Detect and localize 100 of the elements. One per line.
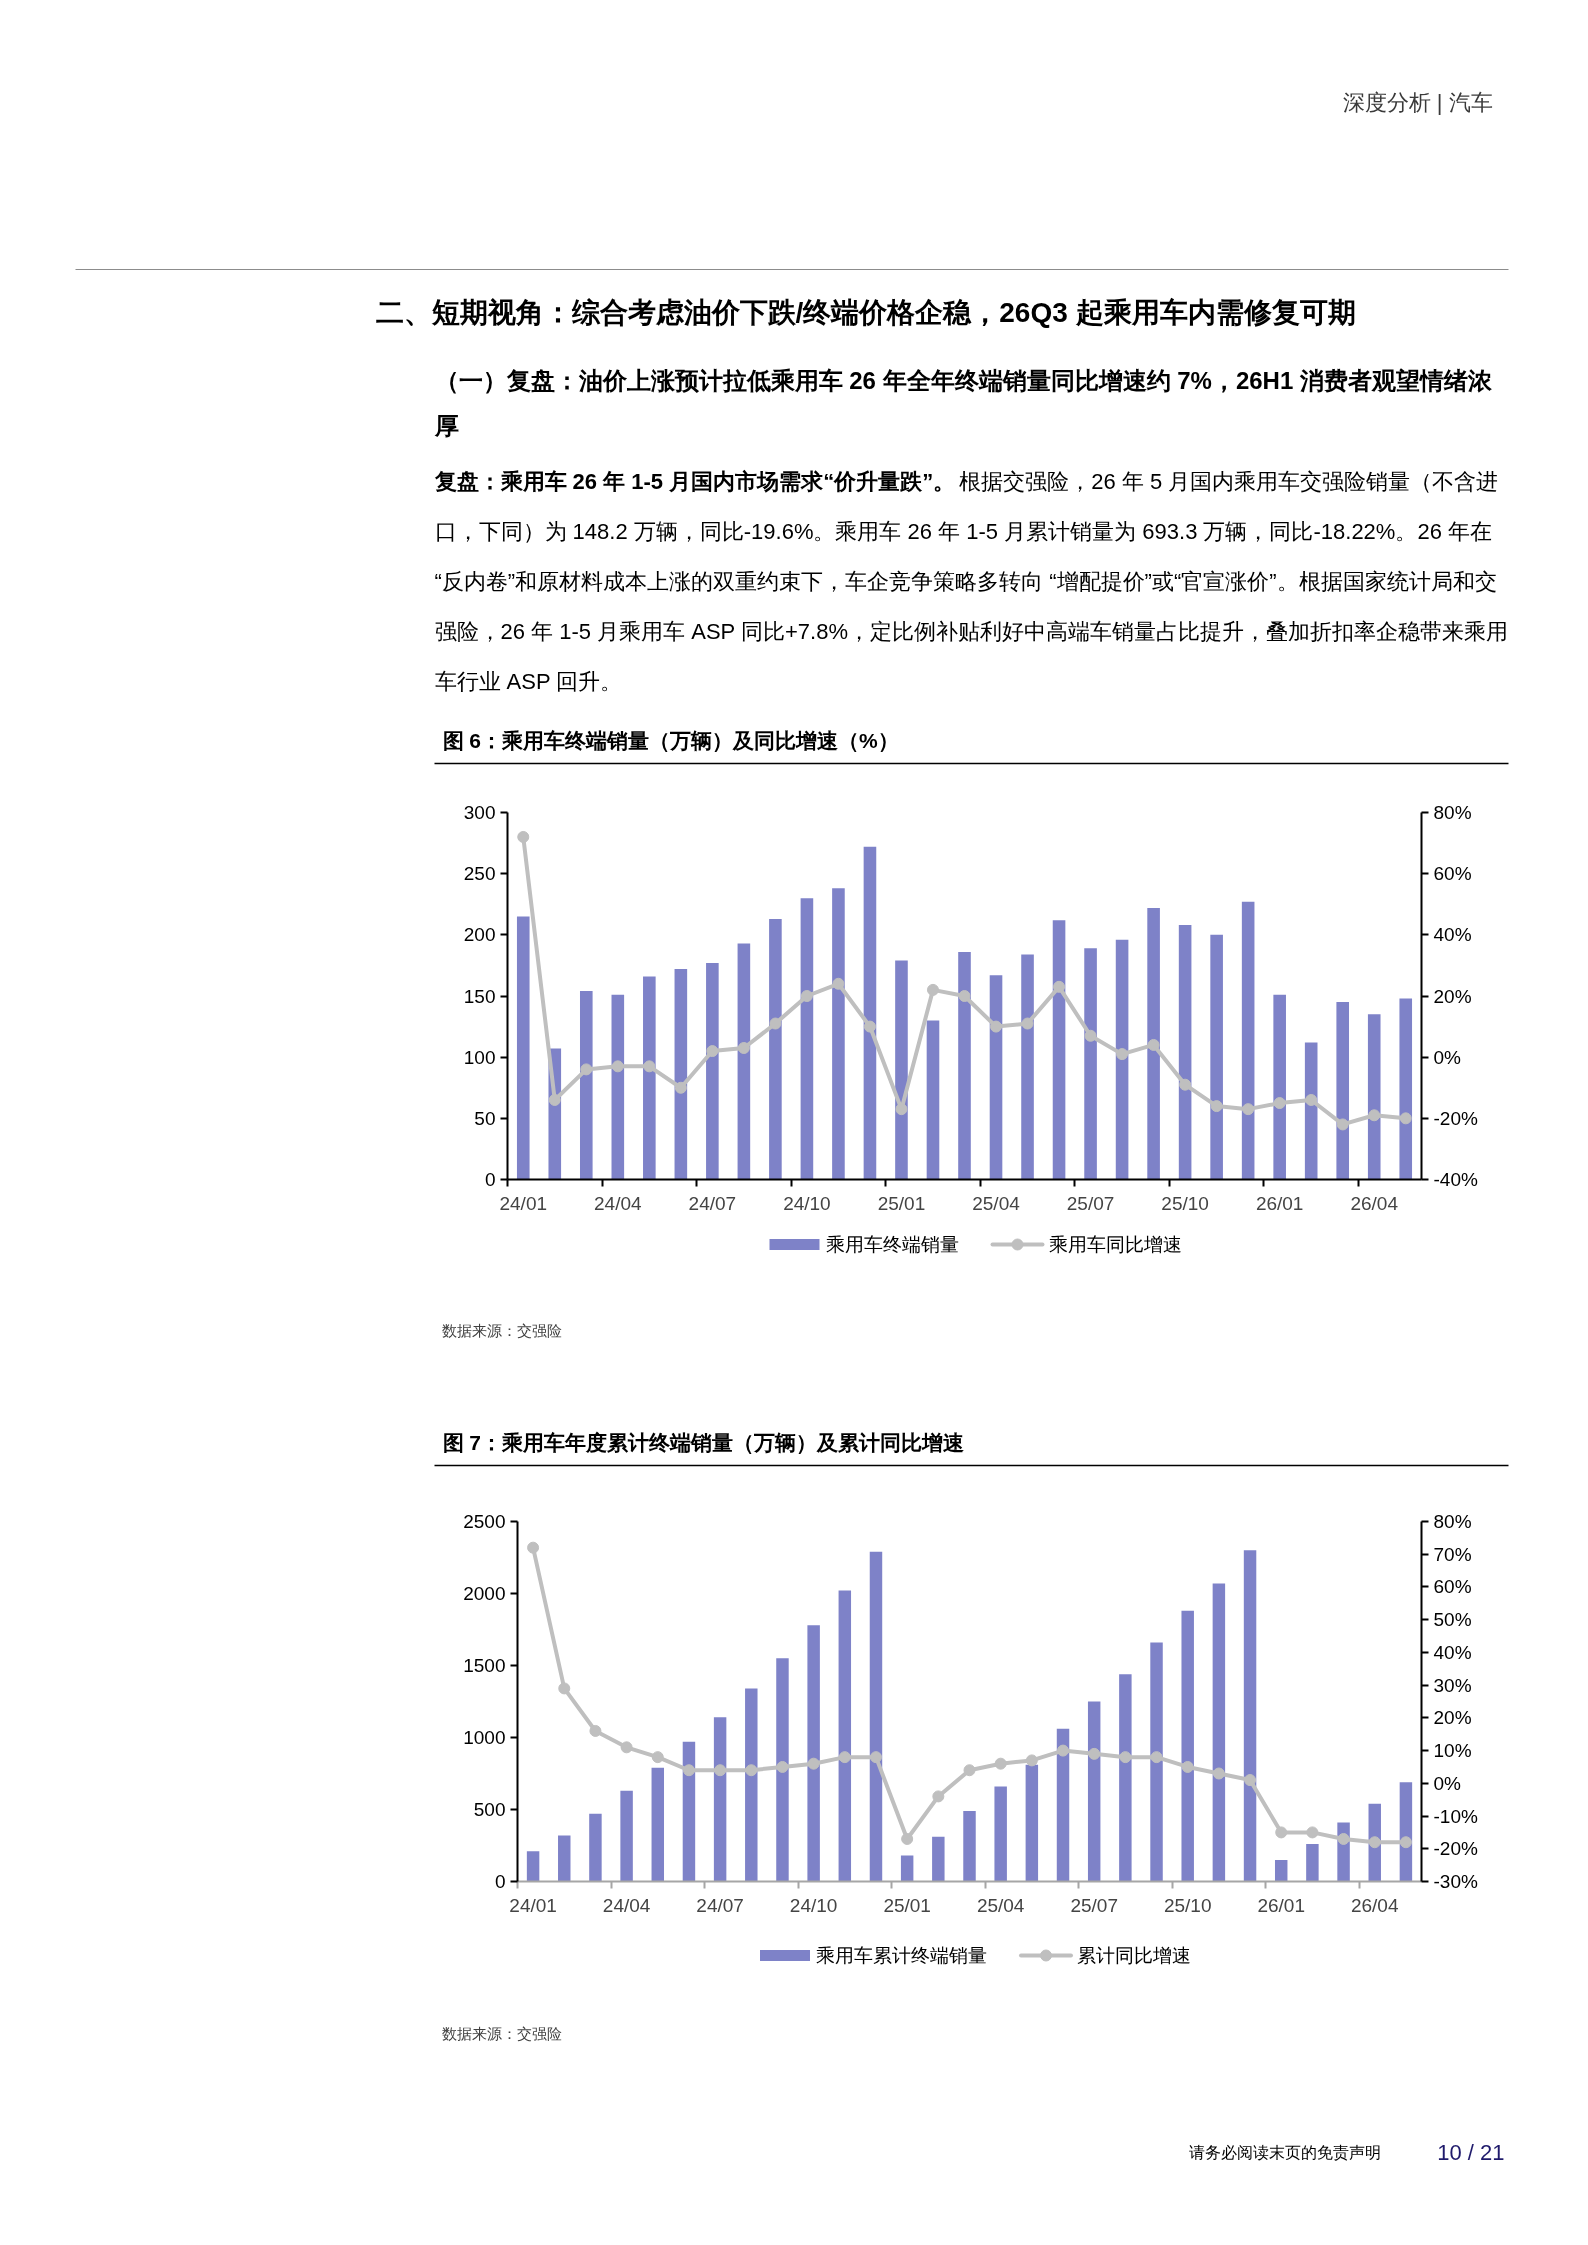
y-tick-label: 50 <box>474 1107 496 1129</box>
point <box>1305 1093 1318 1106</box>
y2-tick-label: 10% <box>1433 1740 1472 1762</box>
point <box>1150 1751 1163 1764</box>
bar <box>1273 994 1286 1180</box>
bar <box>1181 1610 1194 1882</box>
y-tick-label: 150 <box>463 985 496 1007</box>
x-tick-label: 24/04 <box>594 1192 643 1214</box>
legend-label: 累计同比增速 <box>1077 1945 1191 1966</box>
bar <box>1306 1844 1319 1882</box>
y2-tick-label: 30% <box>1433 1674 1472 1696</box>
point <box>769 1017 782 1030</box>
x-tick-label: 24/07 <box>688 1192 737 1214</box>
bar <box>643 976 656 1180</box>
bar <box>900 1855 914 1882</box>
point <box>651 1751 664 1764</box>
y2-tick-label: 60% <box>1433 1576 1472 1598</box>
bar <box>1150 1642 1163 1882</box>
legend-label: 乘用车累计终端销量 <box>816 1945 987 1966</box>
bar <box>682 1741 696 1882</box>
point <box>548 1093 561 1106</box>
x-tick-label: 25/10 <box>1161 1192 1209 1214</box>
y-tick-label: 500 <box>473 1799 506 1820</box>
point <box>1053 980 1066 993</box>
point <box>832 977 845 990</box>
y2-tick-label: 80% <box>1433 802 1472 823</box>
bar <box>895 960 908 1180</box>
bar <box>1119 1674 1132 1882</box>
point <box>926 983 939 996</box>
point <box>958 990 971 1002</box>
bar <box>620 1790 633 1882</box>
point <box>737 1042 750 1054</box>
y-tick-label: 2000 <box>463 1583 506 1604</box>
point <box>963 1764 976 1777</box>
y2-tick-label: 40% <box>1433 1641 1472 1663</box>
bar <box>1304 1042 1318 1180</box>
point <box>745 1764 758 1777</box>
legend-label: 乘用车同比增速 <box>1048 1234 1182 1255</box>
point <box>869 1751 882 1764</box>
point <box>1181 1760 1194 1773</box>
point <box>1244 1774 1257 1787</box>
bar <box>1243 1550 1257 1882</box>
bar <box>869 1551 883 1882</box>
bar <box>963 1810 976 1882</box>
bar <box>526 1851 540 1882</box>
point <box>838 1751 851 1764</box>
bar <box>1021 954 1034 1180</box>
x-tick-label: 25/04 <box>972 1192 1021 1214</box>
point <box>620 1741 633 1754</box>
text: 请务必阅读末页的免责声明 <box>1188 2144 1381 2161</box>
bar <box>1241 901 1255 1180</box>
point <box>1084 1029 1097 1042</box>
y2-tick-label: 60% <box>1433 863 1472 885</box>
legend-label: 乘用车终端销量 <box>825 1234 959 1255</box>
x-tick-label: 25/01 <box>877 1192 926 1214</box>
bar <box>776 1658 789 1882</box>
chart-title: 图 6：乘用车终端销量（万辆）及同比增速（%） <box>442 729 899 752</box>
point <box>643 1060 656 1073</box>
y2-tick-label: 0% <box>1433 1772 1462 1794</box>
point <box>1025 1754 1038 1767</box>
y-tick-label: 0 <box>494 1871 506 1892</box>
bar <box>611 994 625 1180</box>
x-tick-label: 25/04 <box>976 1894 1025 1916</box>
point <box>1212 1767 1225 1780</box>
bar <box>745 1688 758 1882</box>
bar <box>932 1836 945 1882</box>
point <box>776 1760 789 1773</box>
bar <box>1115 939 1129 1180</box>
bar <box>579 991 593 1180</box>
x-tick-label: 25/07 <box>1066 1192 1115 1214</box>
y2-tick-label: -20% <box>1433 1107 1478 1129</box>
point <box>714 1764 727 1777</box>
x-tick-label: 26/01 <box>1257 1894 1305 1916</box>
bar <box>807 1625 820 1882</box>
y-tick-label: 1500 <box>463 1655 506 1676</box>
y-tick-label: 1000 <box>463 1727 506 1748</box>
bar <box>1399 998 1413 1180</box>
y2-tick-label: 80% <box>1433 1511 1472 1532</box>
point <box>558 1682 571 1695</box>
bar <box>737 943 751 1180</box>
x-tick-label: 26/04 <box>1350 1192 1399 1214</box>
bar <box>589 1813 602 1882</box>
bar <box>1056 1728 1070 1882</box>
bar <box>516 916 530 1180</box>
bar <box>651 1767 665 1882</box>
y2-tick-label: 50% <box>1433 1609 1472 1631</box>
point <box>611 1060 624 1073</box>
point <box>589 1724 602 1737</box>
bar <box>800 898 814 1180</box>
bar <box>1367 1014 1381 1180</box>
x-tick-label: 24/10 <box>789 1894 838 1916</box>
x-tick-label: 24/01 <box>499 1192 548 1214</box>
text: 复盘：乘用车 26 年 1-5 月国内市场需求“价升量跌”。 <box>433 469 956 494</box>
x-tick-label: 26/01 <box>1255 1192 1304 1214</box>
y2-tick-label: -20% <box>1433 1838 1478 1860</box>
bar <box>1210 934 1223 1180</box>
bar <box>674 969 688 1180</box>
bar <box>713 1717 727 1882</box>
y-tick-label: 300 <box>463 802 496 823</box>
bar <box>769 918 782 1180</box>
